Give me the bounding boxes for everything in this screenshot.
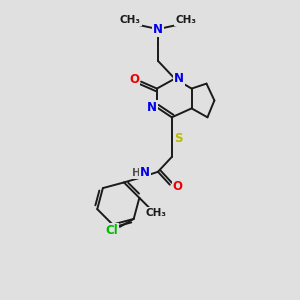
Text: O: O: [173, 180, 183, 193]
Text: N: N: [153, 22, 163, 36]
Text: Cl: Cl: [106, 224, 118, 237]
Text: CH₃: CH₃: [175, 15, 196, 25]
Text: CH₃: CH₃: [120, 15, 141, 25]
Text: O: O: [129, 73, 139, 86]
Text: H: H: [132, 168, 140, 178]
Text: CH₃: CH₃: [146, 208, 167, 218]
Text: N: N: [140, 166, 150, 179]
Text: N: N: [147, 101, 157, 114]
Text: S: S: [175, 132, 183, 145]
Text: N: N: [174, 72, 184, 85]
